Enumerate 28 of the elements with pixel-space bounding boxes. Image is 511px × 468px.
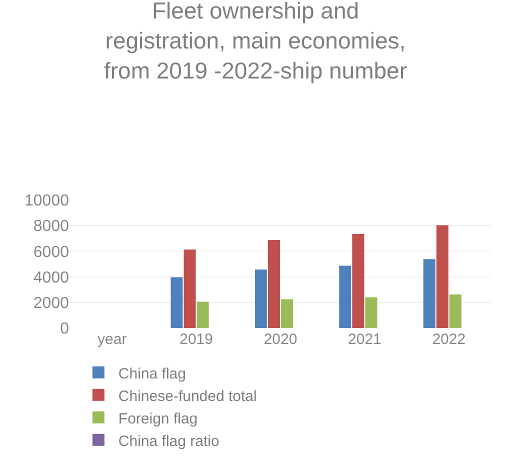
x-tick-label: 2019 <box>180 331 213 348</box>
bar <box>436 225 448 328</box>
y-tick-label: 2000 <box>33 295 70 312</box>
bar <box>352 234 364 328</box>
x-tick-label: 2020 <box>264 331 298 348</box>
y-tick-label: 6000 <box>33 244 70 261</box>
x-tick-label: year <box>98 331 127 348</box>
bar <box>196 302 209 328</box>
x-tick-label: 2022 <box>432 331 466 348</box>
y-tick-label: 4000 <box>33 269 70 286</box>
x-tick-label: 2021 <box>348 331 382 348</box>
bar <box>254 270 267 328</box>
y-tick-label: 10000 <box>24 192 70 210</box>
bar <box>170 277 183 328</box>
y-tick-label: 8000 <box>33 218 70 236</box>
legend-label: Foreign flag <box>118 410 198 428</box>
legend-label: Chinese-funded total <box>118 388 257 405</box>
bar <box>281 299 294 328</box>
bar <box>449 294 462 328</box>
y-tick-label: 0 <box>60 320 70 338</box>
legend-label: China flag ratio <box>118 432 220 450</box>
bar <box>423 259 436 328</box>
bar <box>268 240 280 328</box>
bar <box>365 297 378 328</box>
legend-label: China flag <box>118 365 186 382</box>
chart-title: Fleet ownership and registration, main economies, from 2019 -2022-ship number <box>104 0 408 84</box>
bar <box>184 250 196 328</box>
bar <box>339 266 352 328</box>
